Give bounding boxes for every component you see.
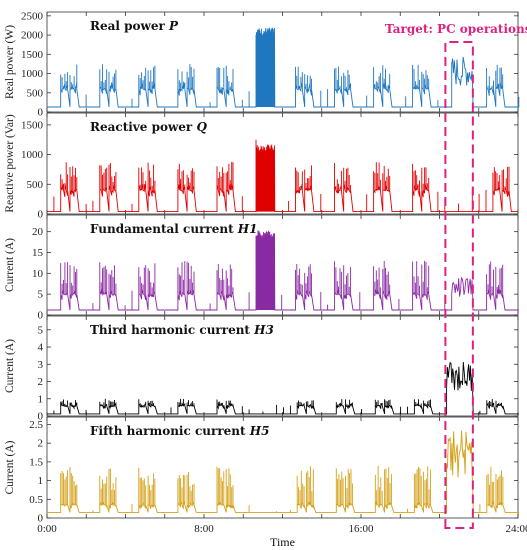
y-axis-label: Reactive power (Var) xyxy=(4,114,16,213)
y-tick-label: 5 xyxy=(38,324,44,336)
y-axis-label: Real power (W) xyxy=(4,25,16,99)
y-tick-label: 0 xyxy=(38,107,44,119)
target-annotation: Target: PC operations xyxy=(385,22,527,36)
x-tick-label: 8:00 xyxy=(194,523,214,535)
y-tick-label: 20 xyxy=(32,226,44,238)
y-tick-label: 1000 xyxy=(21,149,44,161)
signal-series xyxy=(47,27,520,108)
panel-3: 0 5 10 15 20 Current (A) Fundamental current H… xyxy=(4,214,519,322)
y-tick-label: 0.5 xyxy=(29,494,43,506)
y-tick-label: 1 xyxy=(38,475,44,487)
y-tick-label: 3 xyxy=(38,359,44,371)
signal-series xyxy=(47,361,519,415)
x-tick-label: 16:00 xyxy=(348,523,374,535)
y-tick-label: 1500 xyxy=(21,119,44,131)
y-tick-label: 1 xyxy=(38,393,44,405)
y-tick-label: 2 xyxy=(38,376,44,388)
panel-title: Fifth harmonic current H5 xyxy=(90,424,269,438)
y-axis-label: Current (A) xyxy=(4,440,16,494)
y-tick-label: 2.5 xyxy=(29,419,43,431)
y-tick-label: 1000 xyxy=(21,68,44,80)
y-tick-label: 0 xyxy=(38,209,44,221)
target-highlight-box xyxy=(444,41,474,529)
y-tick-label: 2000 xyxy=(21,30,44,42)
y-tick-label: 0 xyxy=(38,411,44,423)
x-tick-label: 0:00 xyxy=(37,523,57,535)
panel-title: Third harmonic current H3 xyxy=(90,323,274,337)
y-tick-label: 500 xyxy=(27,87,44,99)
panel-1: 0 500 1000 1500 2000 2500 Real power (W) Real p… xyxy=(4,10,520,119)
panel-2: 0 500 1000 1500 Reactive power (Var) Reactive… xyxy=(4,112,519,221)
signal-series xyxy=(47,430,519,513)
panel-title: Reactive power Q xyxy=(90,120,207,134)
panel-4: 0 1 2 3 4 5 Current (A) Third harmonic current … xyxy=(4,315,519,423)
x-axis-label: Time xyxy=(270,535,295,549)
panel-5: 0 0.5 1 1.5 2 2.5 Current (A) Fifth harmonic cu… xyxy=(4,416,519,525)
signal-series xyxy=(47,230,519,311)
y-tick-label: 2 xyxy=(38,438,44,450)
y-tick-label: 1.5 xyxy=(29,456,43,468)
y-tick-label: 1500 xyxy=(21,49,44,61)
y-tick-label: 10 xyxy=(32,268,44,280)
y-tick-label: 0 xyxy=(38,310,44,322)
panel-title: Fundamental current H1 xyxy=(90,222,257,236)
y-tick-label: 0 xyxy=(38,513,44,525)
y-tick-label: 2500 xyxy=(21,10,44,22)
y-tick-label: 5 xyxy=(38,289,44,301)
panel-title: Real power P xyxy=(90,19,179,33)
signal-series xyxy=(47,139,519,213)
y-axis-label: Current (A) xyxy=(4,339,16,393)
y-tick-label: 4 xyxy=(38,342,44,354)
y-tick-label: 500 xyxy=(27,179,44,191)
x-tick-label: 24:00 xyxy=(505,523,527,535)
y-tick-label: 15 xyxy=(32,247,44,259)
y-axis-label: Current (A) xyxy=(4,238,16,292)
